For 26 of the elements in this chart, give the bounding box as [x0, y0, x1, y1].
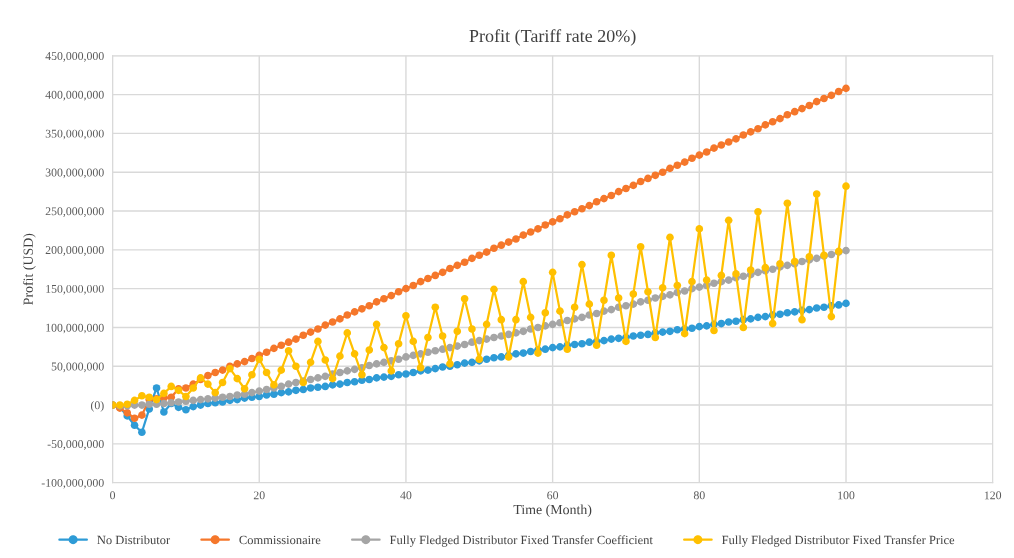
y-axis-title: Profit (USD): [22, 233, 36, 305]
y-tick-label: 300,000,000: [45, 168, 104, 179]
x-tick-label: 80: [693, 491, 705, 500]
x-tick-label: 40: [400, 491, 412, 500]
y-tick-label: 50,000,000: [51, 362, 104, 373]
x-tick-label: 0: [110, 491, 116, 500]
x-tick-label: 120: [984, 491, 1002, 500]
y-tick-label: 350,000,000: [45, 129, 104, 140]
y-tick-label: 150,000,000: [46, 284, 104, 295]
y-tick-label: -100,000,000: [41, 478, 104, 489]
legend-label: Fully Fledged Distributor Fixed Transfer Price: [722, 535, 955, 547]
y-tick-label: 250,000,000: [45, 207, 104, 217]
legend-label: Fully Fledged Distributor Fixed Transfer Coefficient: [389, 535, 653, 547]
x-tick-label: 100: [838, 491, 855, 500]
y-tick-label: 200,000,000: [45, 246, 104, 256]
x-tick-label: 60: [547, 491, 559, 500]
legend-label: No Distributor: [97, 535, 171, 545]
chart-title: Profit (Tariff rate 20%): [469, 29, 636, 46]
y-tick-label: 450,000,000: [45, 52, 104, 62]
x-tick-label: 20: [253, 491, 265, 500]
y-tick-label: -50,000,000: [47, 440, 104, 450]
y-tick-label: 100,000,000: [46, 323, 104, 334]
legend-label: Commissionaire: [239, 535, 321, 545]
x-axis-title: Time (Month): [513, 504, 592, 518]
y-tick-label: (0): [90, 400, 104, 412]
y-tick-label: 400,000,000: [45, 90, 104, 101]
